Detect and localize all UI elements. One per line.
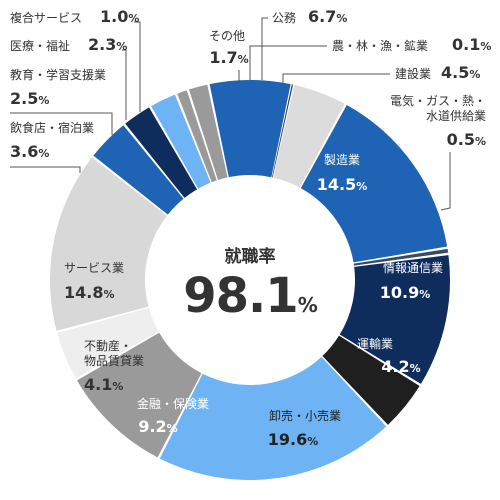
slice-11 [93,125,184,215]
slice-label-13: 医療・福祉 [10,38,70,53]
slice-label-0: 公務 [272,11,296,25]
slice-2 [273,84,345,188]
slice-value-7: 19.6% [268,430,319,449]
slice-7 [159,356,387,480]
slice-value-10: 14.8% [64,283,115,302]
slice-value-14: 1.0% [100,7,139,26]
slice-4 [353,248,449,266]
slice-14 [177,90,217,183]
slice-label-1: 農・林・漁・鉱業 [332,38,428,53]
leader-line-4 [440,152,451,211]
slice-label-9: 不動産・物品賃貸業 [84,338,144,368]
slice-label-7: 卸売・小売業 [269,408,341,423]
center-value-number: 98.1 [183,268,298,324]
slice-value-5: 10.9% [380,283,431,302]
leader-line-14 [134,21,141,112]
slice-label-8: 金融・保険業 [137,396,209,411]
slice-5 [339,255,450,384]
leader-line-11 [10,166,81,173]
slice-value-15: 1.7% [209,48,248,67]
slice-value-3: 14.5% [317,175,368,194]
slice-value-0: 6.7% [308,7,347,26]
slice-value-8: 9.2% [138,417,177,436]
slice-value-13: 2.3% [88,35,127,54]
leader-line-1 [249,45,327,80]
slice-label-5: 情報通信業 [383,261,443,275]
slice-value-12: 2.5% [10,89,49,108]
leader-lines-group [10,17,451,211]
slice-13 [151,94,211,189]
center-title: 就職率 [224,247,276,267]
slice-label-4: 電気・ガス・熱・水道供給業 [390,93,486,123]
leader-line-13 [122,49,127,120]
slice-3 [300,104,448,263]
slice-1 [271,84,294,178]
slice-value-2: 4.5% [441,63,480,82]
slice-9 [57,307,159,379]
slice-label-15: その他 [209,29,245,43]
slice-6 [322,335,420,425]
leader-line-0 [261,17,268,80]
labels-group: 公務 6.7% 農・林・漁・鉱業 0.1% 建設業 4.5% 製造業 14.5% 電気・ガス・熱… [10,7,491,449]
slice-value-1: 0.1% [452,35,491,54]
slice-label-14: 複合サービス [10,10,82,25]
slice-0 [209,79,291,178]
slice-8 [77,332,202,458]
slice-label-2: 建設業 [395,66,431,81]
slice-label-10: サービス業 [64,261,124,275]
slice-value-9: 4.1% [84,375,123,394]
leader-line-12 [10,112,113,135]
slice-12 [125,107,198,198]
slice-value-6: 4.2% [381,357,420,376]
slice-label-12: 教育・学習支援業 [10,67,106,82]
slice-15 [189,84,228,181]
center-value-unit: % [297,293,318,317]
center-value: 98.1% [0,268,500,324]
slice-label-6: 運輸業 [357,336,393,351]
slice-10 [49,157,167,331]
leader-line-2 [282,73,390,84]
slice-label-11: 飲食店・宿泊業 [10,120,94,135]
slice-label-3: 製造業 [324,153,360,167]
slice-value-11: 3.6% [10,142,49,161]
slice-value-4: 0.5% [447,130,486,149]
slices-group [49,79,450,480]
